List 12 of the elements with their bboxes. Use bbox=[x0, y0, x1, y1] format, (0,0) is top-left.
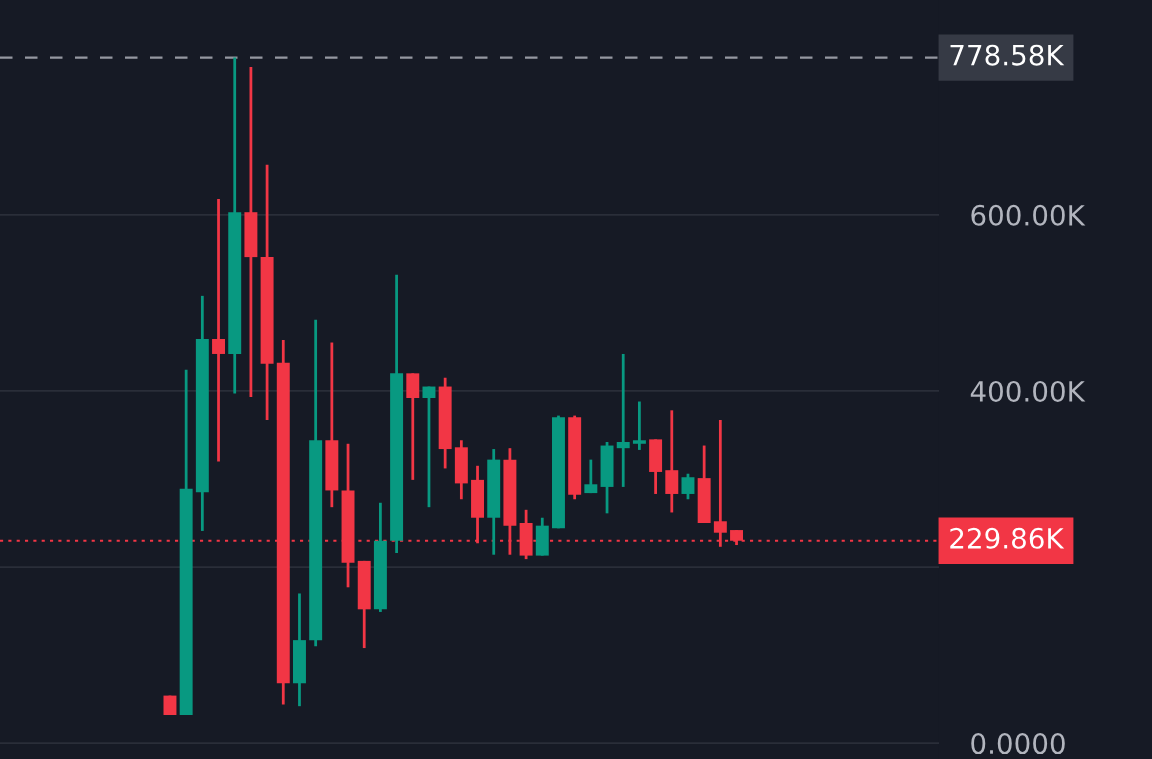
y-tick-label: 400.00K bbox=[970, 380, 1086, 402]
candlestick bbox=[616, 352, 630, 489]
candlestick bbox=[665, 408, 679, 514]
y-tick-label: 600.00K bbox=[971, 204, 1086, 226]
candlestick bbox=[212, 197, 226, 463]
candlestick bbox=[681, 472, 695, 501]
candlestick bbox=[422, 385, 436, 509]
candlestick bbox=[632, 400, 646, 452]
ref-line-label: 229.86K bbox=[950, 527, 1065, 549]
candlestick bbox=[584, 458, 598, 495]
y-tick-label: 0.0000 bbox=[971, 733, 1065, 755]
ref-line-label: 778.58K bbox=[950, 44, 1065, 66]
